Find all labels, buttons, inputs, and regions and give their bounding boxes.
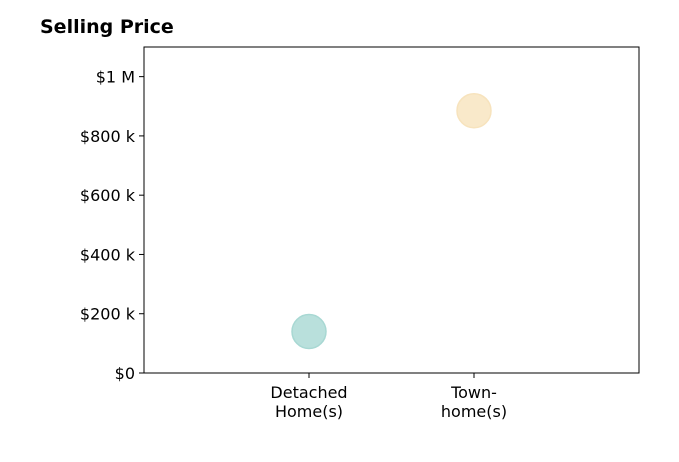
x-tick-label-line: Town- bbox=[450, 383, 497, 402]
y-tick-label: $200 k bbox=[80, 305, 136, 324]
x-axis: Detached Home(s) Town-home(s) bbox=[270, 373, 507, 421]
x-tick-label: Town-home(s) bbox=[441, 383, 507, 421]
data-point-bubble bbox=[291, 313, 327, 350]
plot-area-frame bbox=[143, 46, 640, 374]
y-tick-label: $600 k bbox=[80, 186, 136, 205]
data-point-bubble bbox=[456, 92, 492, 129]
x-tick-label-line: Home(s) bbox=[275, 402, 343, 421]
x-tick-label-line: Detached bbox=[270, 383, 347, 402]
x-tick-label: Detached Home(s) bbox=[270, 383, 347, 421]
chart-title: Selling Price bbox=[40, 16, 174, 38]
y-tick-label: $800 k bbox=[80, 127, 136, 146]
y-tick-label: $0 bbox=[115, 364, 135, 383]
data-points bbox=[291, 92, 492, 350]
y-tick-label: $1 M bbox=[96, 68, 135, 87]
x-tick-label-line: home(s) bbox=[441, 402, 507, 421]
y-tick-label: $400 k bbox=[80, 245, 136, 264]
y-axis: $0 $200 k $400 k $600 k $800 k $1 M bbox=[80, 68, 144, 383]
